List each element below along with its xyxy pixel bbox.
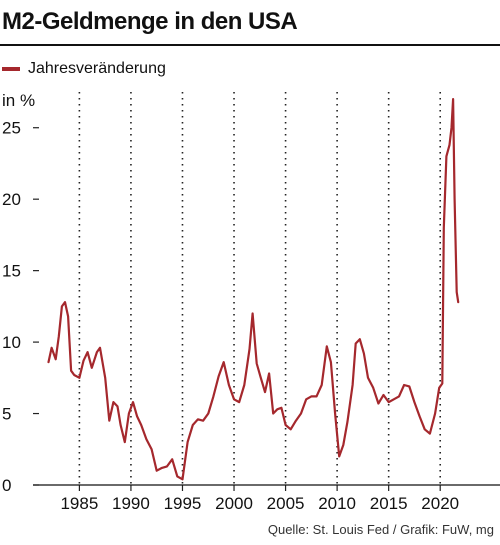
x-tick-label: 1990	[112, 494, 150, 513]
x-tick-label: 2015	[370, 494, 408, 513]
legend-swatch	[2, 67, 20, 71]
source-note: Quelle: St. Louis Fed / Grafik: FuW, mg	[267, 522, 494, 537]
x-tick-label: 2000	[215, 494, 253, 513]
series-line	[47, 98, 460, 481]
y-tick-label: 15	[2, 262, 21, 281]
x-tick-label: 1995	[164, 494, 202, 513]
x-axis-ticks: 1985 1990 1995 2000 2005 2010 2015 2020	[60, 485, 459, 513]
chart-title: M2-Geldmenge in den USA	[2, 8, 298, 35]
y-tick-label: 25	[2, 119, 21, 138]
y-tick-label: 10	[2, 333, 21, 352]
x-tick-label: 2005	[267, 494, 305, 513]
x-tick-label: 1985	[60, 494, 98, 513]
x-tick-label: 2020	[421, 494, 459, 513]
y-tick-label: 5	[2, 405, 11, 424]
y-tick-label: 0	[2, 476, 11, 495]
gridlines	[78, 92, 442, 485]
title-divider	[0, 44, 500, 46]
series-lines	[47, 98, 460, 481]
y-tick-label: 20	[2, 190, 21, 209]
legend: Jahresveränderung	[2, 58, 166, 80]
y-axis-label: in %	[2, 91, 35, 110]
y-axis-ticks: 0 5 10 15 20 25	[2, 119, 39, 495]
legend-label: Jahresveränderung	[28, 60, 166, 77]
x-tick-label: 2010	[318, 494, 356, 513]
